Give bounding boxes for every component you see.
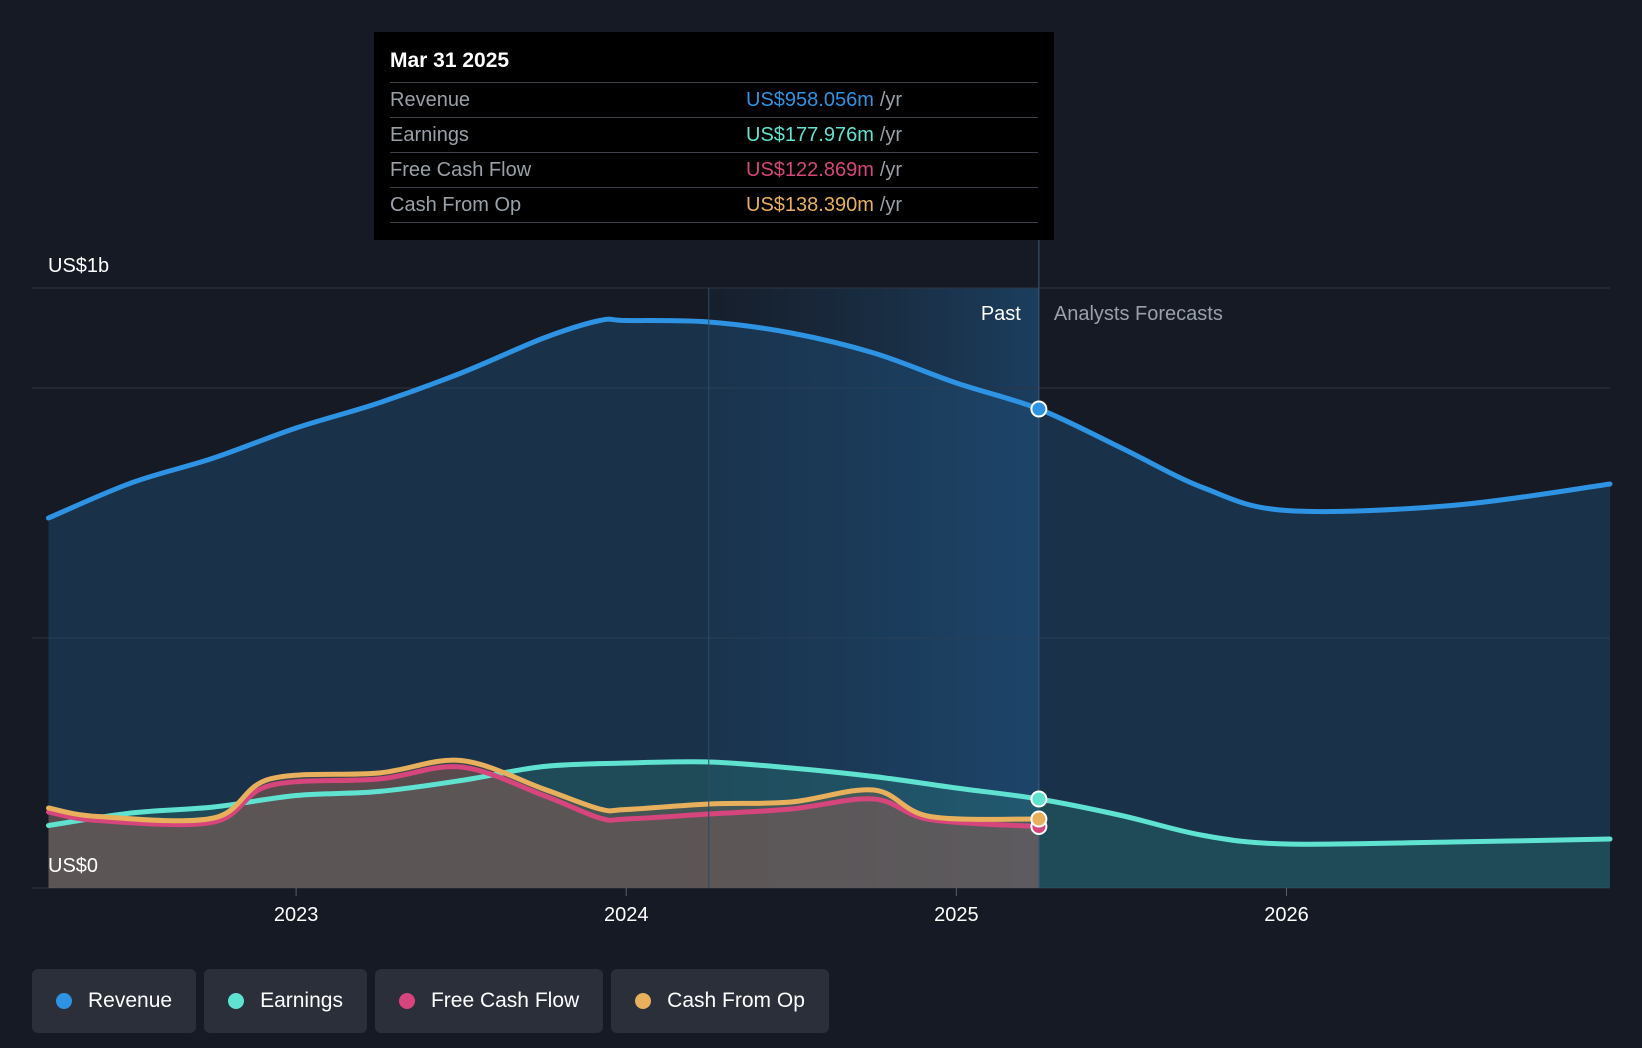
marker-earnings bbox=[1030, 790, 1048, 808]
chart-legend: Revenue Earnings Free Cash Flow Cash Fro… bbox=[32, 969, 829, 1033]
tooltip-row-cash-from-op: Cash From Op US$138.390m/yr bbox=[390, 188, 1038, 223]
forecast-label: Analysts Forecasts bbox=[1054, 303, 1223, 325]
data-tooltip: Mar 31 2025 Revenue US$958.056m/yr Earni… bbox=[374, 32, 1054, 240]
tooltip-date: Mar 31 2025 bbox=[390, 46, 1038, 83]
line-free-cash-flow bbox=[46, 764, 1042, 829]
tooltip-row-free-cash-flow: Free Cash Flow US$122.869m/yr bbox=[390, 153, 1038, 188]
line-cash-from-op bbox=[46, 757, 1042, 824]
legend-dot-icon bbox=[56, 993, 72, 1009]
series-markers bbox=[1030, 400, 1048, 835]
x-tick-label: 2024 bbox=[604, 904, 649, 926]
x-axis-ticks: 2023 2024 2025 2026 bbox=[274, 888, 1309, 926]
legend-item-revenue[interactable]: Revenue bbox=[32, 969, 197, 1033]
legend-dot-icon bbox=[228, 993, 245, 1009]
x-tick-label: 2025 bbox=[934, 904, 979, 926]
legend-label: Revenue bbox=[88, 989, 173, 1012]
gridlines bbox=[32, 287, 1610, 889]
tooltip-label: Revenue bbox=[390, 89, 471, 111]
legend-item-earnings[interactable]: Earnings bbox=[204, 969, 367, 1033]
area-cash-from-op bbox=[48, 760, 1039, 888]
tooltip-row-earnings: Earnings US$177.976m/yr bbox=[390, 118, 1038, 153]
tooltip-row-revenue: Revenue US$958.056m/yr bbox=[390, 83, 1038, 118]
series-lines bbox=[46, 316, 1613, 847]
legend-item-free-cash-flow[interactable]: Free Cash Flow bbox=[374, 969, 604, 1033]
past-label: Past bbox=[981, 303, 1021, 325]
tooltip-value: US$122.869m/yr bbox=[746, 159, 903, 181]
line-revenue bbox=[46, 316, 1613, 521]
tooltip-value: US$177.976m/yr bbox=[746, 124, 903, 146]
legend-label: Cash From Op bbox=[667, 989, 805, 1012]
tooltip-label: Free Cash Flow bbox=[390, 159, 532, 181]
legend-label: Free Cash Flow bbox=[430, 989, 580, 1012]
marker-revenue bbox=[1030, 400, 1048, 418]
x-tick-label: 2023 bbox=[274, 904, 319, 926]
marker-cash-from-op bbox=[1030, 810, 1048, 828]
line-earnings bbox=[46, 759, 1613, 847]
y-axis-top-label: US$1b bbox=[48, 255, 109, 277]
tooltip-label: Earnings bbox=[390, 124, 469, 146]
legend-dot-icon bbox=[398, 993, 415, 1009]
tooltip-label: Cash From Op bbox=[390, 194, 522, 216]
legend-dot-icon bbox=[635, 993, 652, 1009]
area-revenue bbox=[48, 319, 1610, 888]
legend-label: Earnings bbox=[260, 989, 343, 1012]
tooltip-value: US$138.390m/yr bbox=[746, 194, 903, 216]
x-tick-label: 2026 bbox=[1264, 904, 1309, 926]
tooltip-value: US$958.056m/yr bbox=[746, 89, 903, 111]
y-axis-bottom-label: US$0 bbox=[48, 855, 98, 877]
legend-item-cash-from-op[interactable]: Cash From Op bbox=[611, 969, 829, 1033]
area-earnings bbox=[48, 761, 1610, 888]
